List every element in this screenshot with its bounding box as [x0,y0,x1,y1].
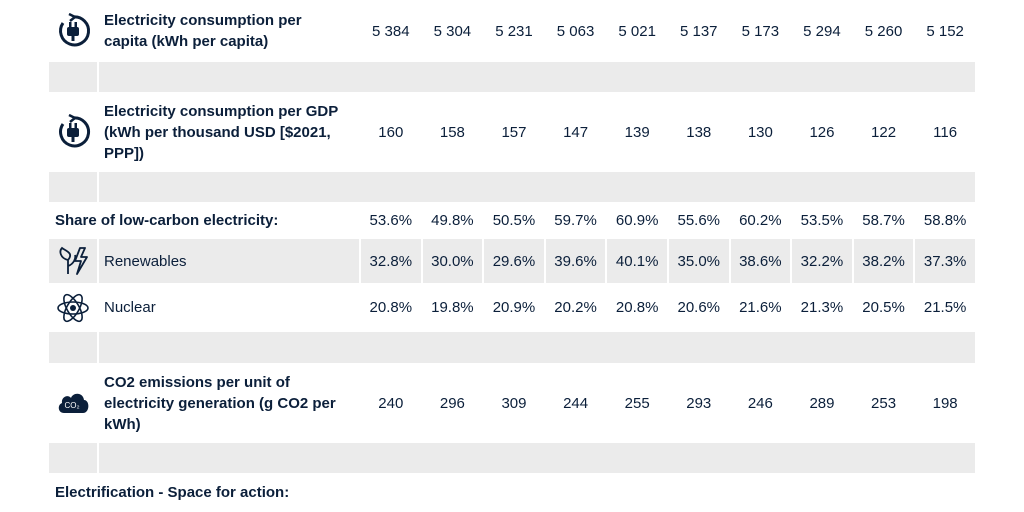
value-cell: 138 [666,92,731,172]
spacer-row [47,441,977,475]
value-cell: 19.8% [420,283,485,332]
table-row: Electricity consumption per GDP (kWh per… [47,92,977,172]
value-cell: 59.7% [543,202,608,239]
value-cell: 53.6% [359,202,423,239]
value-cell: 130 [728,92,793,172]
value-cell: 20.8% [359,283,423,332]
value-cell: 21.5% [913,283,977,332]
value-cell: 60.2% [728,202,793,239]
row-label-cell: Renewables [97,237,361,285]
value-cell: 39.6% [543,237,608,285]
icon-cell [47,92,99,172]
value-cell: 5 304 [420,0,485,62]
co2-icon: CO₂ [58,393,89,413]
icon-cell: CO₂ [47,363,99,443]
value-cell: 53.5% [790,202,854,239]
value-cell: 122 [851,92,916,172]
value-cell: 20.2% [543,283,608,332]
value-cell: 37.3% [913,237,977,285]
table-row: CO₂ CO2 emissions per unit of electricit… [47,363,977,443]
value-cell: 255 [605,363,669,443]
plug-icon [59,13,91,47]
value-cell: 35.0% [666,237,731,285]
value-cell: 244 [543,363,608,443]
spacer-row [47,170,977,204]
value-cell: 32.2% [790,237,854,285]
value-cell: 20.5% [851,283,916,332]
value-cell: 240 [359,363,423,443]
value-cell: 5 063 [543,0,608,62]
value-cell: 38.2% [851,237,916,285]
value-cell: 5 173 [728,0,793,62]
row-label: Nuclear [104,299,156,316]
section-label: Electrification - Space for action: [47,473,977,512]
value-cell: 21.6% [728,283,793,332]
table-row: Electricity consumption per capita (kWh … [47,0,977,62]
row-label-cell: Electricity consumption per capita (kWh … [97,0,361,62]
svg-text:CO₂: CO₂ [64,401,79,410]
value-cell: 158 [420,92,485,172]
indicator-table: Electricity consumption per capita (kWh … [47,0,977,512]
row-label-cell: CO2 emissions per unit of electricity ge… [97,363,361,443]
value-cell: 126 [790,92,854,172]
nuclear-icon [57,293,89,322]
value-cell: 5 231 [482,0,546,62]
icon-cell [47,237,99,285]
value-cell: 30.0% [420,237,485,285]
icon-cell [47,0,99,62]
value-cell: 309 [482,363,546,443]
value-cell: 32.8% [359,237,423,285]
value-cell: 5 294 [790,0,854,62]
value-cell: 116 [913,92,977,172]
value-cell: 296 [420,363,485,443]
row-label: CO2 emissions per unit of electricity ge… [104,373,336,433]
value-cell: 5 152 [913,0,977,62]
value-cell: 21.3% [790,283,854,332]
plug-icon [59,114,91,148]
table-row: Renewables 32.8% 30.0% 29.6% 39.6% 40.1% 35.0… [47,237,977,285]
value-cell: 253 [851,363,916,443]
value-cell: 147 [543,92,608,172]
value-cell: 160 [359,92,423,172]
section-label: Share of low-carbon electricity: [47,202,361,239]
value-cell: 29.6% [482,237,546,285]
renewables-icon [59,246,88,275]
value-cell: 55.6% [666,202,731,239]
value-cell: 5 021 [605,0,669,62]
value-cell: 5 260 [851,0,916,62]
value-cell: 60.9% [605,202,669,239]
value-cell: 139 [605,92,669,172]
row-label: Electricity consumption per capita (kWh … [104,12,302,50]
value-cell: 50.5% [482,202,546,239]
value-cell: 20.6% [666,283,731,332]
value-cell: 58.7% [851,202,916,239]
value-cell: 157 [482,92,546,172]
spacer-row [47,60,977,94]
value-cell: 246 [728,363,793,443]
value-cell: 20.9% [482,283,546,332]
row-label-cell: Electricity consumption per GDP (kWh per… [97,92,361,172]
row-label: Renewables [104,252,187,270]
row-label: Electricity consumption per GDP (kWh per… [104,102,338,162]
value-cell: 58.8% [913,202,977,239]
icon-cell [47,283,99,332]
value-cell: 49.8% [420,202,485,239]
value-cell: 293 [666,363,731,443]
value-cell: 38.6% [728,237,793,285]
table-row: Electrification - Space for action: [47,473,977,512]
table-row: Nuclear 20.8% 19.8% 20.9% 20.2% 20.8% 20.6% 21… [47,283,977,332]
row-label-cell: Nuclear [97,283,361,332]
value-cell: 5 137 [666,0,731,62]
value-cell: 198 [913,363,977,443]
table-row: Share of low-carbon electricity: 53.6% 49… [47,202,977,239]
value-cell: 289 [790,363,854,443]
value-cell: 40.1% [605,237,669,285]
value-cell: 20.8% [605,283,669,332]
value-cell: 5 384 [359,0,423,62]
spacer-row [47,330,977,365]
